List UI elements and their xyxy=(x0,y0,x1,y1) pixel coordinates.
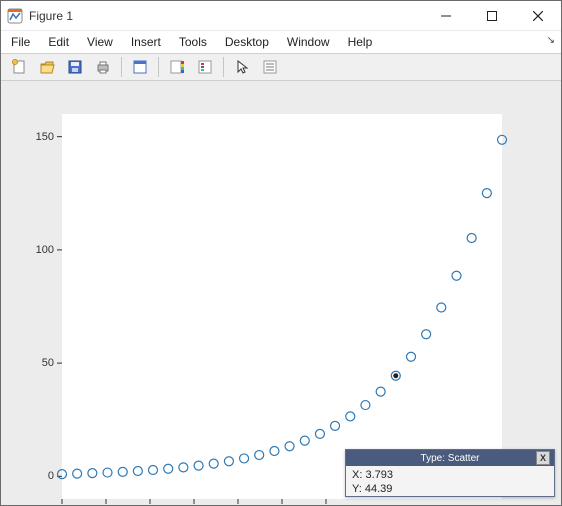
window-title: Figure 1 xyxy=(29,9,73,23)
scatter-point[interactable] xyxy=(103,468,112,477)
titlebar: Figure 1 xyxy=(1,1,561,31)
scatter-point[interactable] xyxy=(148,465,157,474)
print-button[interactable] xyxy=(91,55,115,79)
scatter-point[interactable] xyxy=(437,303,446,312)
menu-desktop[interactable]: Desktop xyxy=(225,35,269,49)
dock-arrow-icon[interactable]: ↘ xyxy=(547,35,555,46)
scatter-point[interactable] xyxy=(194,461,203,470)
scatter-point[interactable] xyxy=(133,466,142,475)
scatter-point[interactable] xyxy=(255,451,264,460)
window-controls xyxy=(423,1,561,30)
data-tip-line: X: 3.793 xyxy=(352,468,548,482)
titlebar-left: Figure 1 xyxy=(7,8,73,24)
scatter-point[interactable] xyxy=(361,401,370,410)
maximize-button[interactable] xyxy=(469,1,515,30)
ytick-label: 100 xyxy=(24,244,54,256)
toolbar-separator xyxy=(158,57,159,77)
close-button[interactable] xyxy=(515,1,561,30)
ytick-label: 0 xyxy=(24,470,54,482)
new-figure-icon xyxy=(11,59,27,75)
pointer-button[interactable] xyxy=(230,55,254,79)
figure-client-area: 050100150 00.511.522.53 Type: Scatter X … xyxy=(1,81,561,505)
menu-view[interactable]: View xyxy=(87,35,113,49)
menu-tools[interactable]: Tools xyxy=(179,35,207,49)
data-tip-header[interactable]: Type: Scatter X xyxy=(346,450,554,466)
scatter-point[interactable] xyxy=(88,469,97,478)
scatter-point[interactable] xyxy=(467,233,476,242)
scatter-point[interactable] xyxy=(164,464,173,473)
new-figure-button[interactable] xyxy=(7,55,31,79)
scatter-point[interactable] xyxy=(73,469,82,478)
menu-help[interactable]: Help xyxy=(348,35,373,49)
save-icon xyxy=(67,59,83,75)
scatter-point[interactable] xyxy=(498,135,507,144)
ytick-label: 150 xyxy=(24,131,54,143)
scatter-point-highlight[interactable] xyxy=(393,373,398,378)
data-tip[interactable]: Type: Scatter X X: 3.793 Y: 44.39 xyxy=(345,449,555,497)
legend-button[interactable] xyxy=(193,55,217,79)
colorbar-button[interactable] xyxy=(165,55,189,79)
scatter-point[interactable] xyxy=(179,463,188,472)
scatter-point[interactable] xyxy=(240,454,249,463)
scatter-point[interactable] xyxy=(285,442,294,451)
data-tip-line: Y: 44.39 xyxy=(352,482,548,496)
scatter-point[interactable] xyxy=(300,436,309,445)
scatter-point[interactable] xyxy=(452,271,461,280)
toolbar-separator xyxy=(223,57,224,77)
scatter-plot[interactable] xyxy=(1,81,561,506)
data-cursor-button[interactable] xyxy=(128,55,152,79)
toolbar-separator xyxy=(121,57,122,77)
ytick-label: 50 xyxy=(24,357,54,369)
open-button[interactable] xyxy=(35,55,59,79)
scatter-point[interactable] xyxy=(224,457,233,466)
scatter-point[interactable] xyxy=(331,421,340,430)
pointer-icon xyxy=(234,59,250,75)
scatter-point[interactable] xyxy=(209,459,218,468)
data-tip-close-button[interactable]: X xyxy=(536,451,550,465)
legend-icon xyxy=(197,59,213,75)
menu-window[interactable]: Window xyxy=(287,35,330,49)
scatter-point[interactable] xyxy=(118,467,127,476)
data-tip-type-label: Type: Scatter xyxy=(421,453,480,464)
scatter-point[interactable] xyxy=(58,470,67,479)
scatter-point[interactable] xyxy=(270,447,279,456)
scatter-point[interactable] xyxy=(376,387,385,396)
scatter-point[interactable] xyxy=(315,429,324,438)
menubar: File Edit View Insert Tools Desktop Wind… xyxy=(1,31,561,54)
colorbar-icon xyxy=(169,59,185,75)
data-cursor-icon xyxy=(132,59,148,75)
plot-tools-button[interactable] xyxy=(258,55,282,79)
print-icon xyxy=(95,59,111,75)
save-button[interactable] xyxy=(63,55,87,79)
menu-edit[interactable]: Edit xyxy=(48,35,69,49)
figure-window: Figure 1 File Edit View Insert Tools Des… xyxy=(0,0,562,506)
scatter-point[interactable] xyxy=(482,189,491,198)
menu-file[interactable]: File xyxy=(11,35,30,49)
open-icon xyxy=(39,59,55,75)
app-icon xyxy=(7,8,23,24)
scatter-point[interactable] xyxy=(346,412,355,421)
data-tip-body: X: 3.793 Y: 44.39 xyxy=(346,466,554,498)
toolbar xyxy=(1,54,561,81)
scatter-point[interactable] xyxy=(407,352,416,361)
plot-tools-icon xyxy=(262,59,278,75)
menu-insert[interactable]: Insert xyxy=(131,35,161,49)
scatter-point[interactable] xyxy=(422,330,431,339)
minimize-button[interactable] xyxy=(423,1,469,30)
